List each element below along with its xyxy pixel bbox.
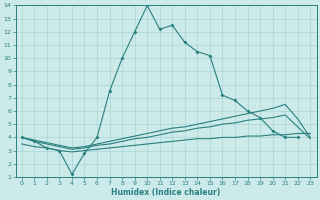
X-axis label: Humidex (Indice chaleur): Humidex (Indice chaleur)	[111, 188, 221, 197]
